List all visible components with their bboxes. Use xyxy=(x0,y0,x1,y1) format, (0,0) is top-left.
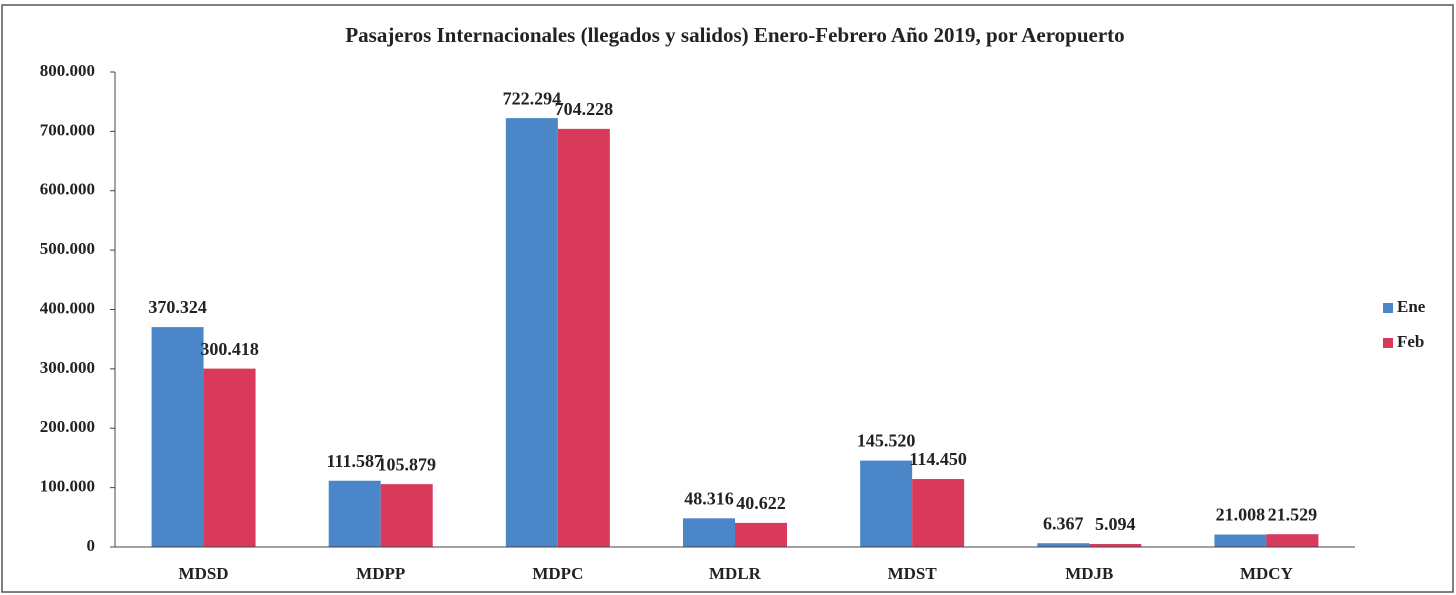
y-tick-label: 600.000 xyxy=(40,180,95,199)
value-label: 300.418 xyxy=(200,339,259,359)
value-label: 111.587 xyxy=(326,451,383,471)
legend-label: Feb xyxy=(1397,332,1424,351)
bar xyxy=(1266,534,1319,547)
bar xyxy=(912,479,965,547)
value-label: 704.228 xyxy=(555,99,614,119)
y-tick-label: 400.000 xyxy=(40,298,95,317)
bar xyxy=(683,518,735,547)
value-label: 40.622 xyxy=(736,493,786,513)
y-tick-label: 100.000 xyxy=(40,477,95,496)
value-label: 6.367 xyxy=(1043,513,1084,533)
value-label: 722.294 xyxy=(503,88,562,108)
y-tick-label: 300.000 xyxy=(40,358,95,377)
bar xyxy=(557,128,610,547)
value-label: 145.520 xyxy=(857,431,916,451)
x-tick-label: MDST xyxy=(888,564,938,583)
value-label: 21.529 xyxy=(1268,504,1318,524)
bar xyxy=(1089,543,1142,547)
bar xyxy=(735,522,787,547)
legend-swatch xyxy=(1383,338,1393,348)
bar xyxy=(328,480,381,547)
y-tick-label: 500.000 xyxy=(40,239,95,258)
value-label: 105.879 xyxy=(377,454,436,474)
bar xyxy=(1037,543,1090,547)
bar xyxy=(380,484,433,547)
x-tick-label: MDSD xyxy=(179,564,229,583)
bar xyxy=(203,368,256,547)
x-tick-label: MDLR xyxy=(709,564,762,583)
bar xyxy=(1214,534,1267,547)
y-tick-label: 0 xyxy=(87,536,96,555)
bar xyxy=(151,327,204,547)
x-tick-label: MDCY xyxy=(1240,564,1293,583)
legend-swatch xyxy=(1383,303,1393,313)
chart-title: Pasajeros Internacionales (llegados y sa… xyxy=(345,23,1124,47)
x-tick-label: MDPP xyxy=(356,564,405,583)
value-label: 5.094 xyxy=(1095,514,1136,534)
value-label: 48.316 xyxy=(684,488,734,508)
value-label: 114.450 xyxy=(909,449,967,469)
y-tick-label: 700.000 xyxy=(40,120,95,139)
legend-label: Ene xyxy=(1397,297,1426,316)
y-tick-label: 800.000 xyxy=(40,61,95,80)
x-tick-label: MDJB xyxy=(1065,564,1113,583)
value-label: 21.008 xyxy=(1216,505,1266,525)
value-label: 370.324 xyxy=(148,297,207,317)
x-tick-label: MDPC xyxy=(532,564,583,583)
y-tick-label: 200.000 xyxy=(40,417,95,436)
bar xyxy=(505,118,558,547)
bar xyxy=(860,460,913,547)
